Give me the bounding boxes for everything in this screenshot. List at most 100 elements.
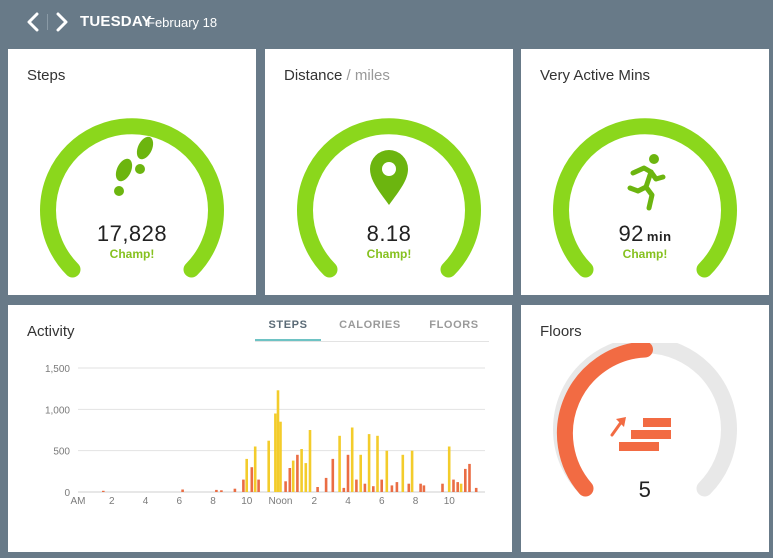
- x-tick-label: 8: [413, 496, 419, 507]
- previous-day-button[interactable]: [22, 10, 44, 34]
- activity-bar: [242, 479, 245, 492]
- activity-bar: [284, 481, 287, 492]
- activity-bar: [350, 427, 354, 492]
- activity-bar: [304, 463, 308, 492]
- next-day-button[interactable]: [51, 10, 73, 34]
- distance-status: Champ!: [366, 247, 412, 261]
- x-tick-label: 4: [143, 496, 149, 507]
- activity-bar: [419, 483, 422, 492]
- stairs-icon: [610, 417, 671, 451]
- y-tick-label: 500: [53, 447, 70, 458]
- activity-title: Activity: [27, 323, 75, 340]
- activity-bar: [288, 468, 292, 492]
- activity-bar: [346, 454, 350, 492]
- activity-bar: [250, 467, 254, 492]
- activity-bar: [407, 483, 411, 492]
- active-minutes-value: 92 min: [521, 221, 769, 247]
- activity-bar: [410, 450, 414, 492]
- activity-bar: [390, 485, 394, 492]
- activity-bar: [359, 454, 362, 492]
- x-tick-label: 2: [311, 496, 317, 507]
- active-minutes-card[interactable]: Very Active Mins 92 min Champ!: [521, 49, 769, 295]
- y-tick-label: 0: [64, 488, 70, 499]
- activity-bar: [355, 479, 358, 492]
- card-title: Floors: [540, 323, 582, 340]
- floors-value: 5: [638, 477, 652, 502]
- x-tick-label: 6: [176, 496, 182, 507]
- activity-bar: [102, 490, 105, 492]
- x-tick-label: Noon: [269, 496, 293, 507]
- day-of-week: TUESDAY: [80, 13, 152, 30]
- distance-value: 8.18: [366, 221, 412, 246]
- activity-bar: [338, 435, 341, 492]
- activity-bar: [257, 479, 260, 492]
- distance-card[interactable]: Distance / miles 8.18 Champ!: [265, 49, 513, 295]
- activity-bar: [296, 454, 299, 492]
- y-tick-label: 1,000: [45, 405, 70, 416]
- activity-bar: [459, 483, 463, 492]
- activity-bar: [279, 421, 282, 492]
- steps-card[interactable]: Steps 17,828 Champ!: [8, 49, 256, 295]
- activity-bar: [464, 468, 467, 492]
- x-tick-label: AM: [71, 496, 86, 507]
- activity-bar: [324, 477, 328, 492]
- activity-bar: [380, 479, 383, 492]
- tab-floors[interactable]: FLOORS: [429, 319, 479, 331]
- activity-bar: [220, 490, 223, 492]
- y-tick-label: 1,500: [45, 364, 70, 375]
- activity-bar: [456, 482, 459, 492]
- activity-bar: [401, 454, 405, 492]
- activity-bar: [274, 413, 277, 492]
- activity-bar: [363, 483, 367, 492]
- active-minutes-unit: min: [646, 229, 672, 244]
- card-title: Very Active Mins: [540, 67, 651, 84]
- activity-chart: 0 500 1,000 1,500 AM 2 4 6 8 10 Noon 2 4 6 8 10: [45, 364, 485, 507]
- activity-bar: [447, 446, 451, 492]
- steps-value: 17,828: [96, 221, 168, 246]
- activity-bar: [215, 489, 218, 492]
- activity-bar: [181, 489, 184, 492]
- activity-tabs: STEPS CALORIES FLOORS: [255, 319, 489, 341]
- activity-bar: [367, 434, 371, 492]
- activity-bar: [441, 483, 444, 492]
- activity-bar: [468, 463, 471, 492]
- card-title: Distance / miles: [284, 67, 390, 84]
- activity-bar: [474, 487, 478, 492]
- floors-gauge: [553, 343, 737, 497]
- x-tick-label: 8: [210, 496, 216, 507]
- activity-bar: [452, 479, 455, 492]
- activity-bar: [372, 486, 375, 492]
- date-nav-bar: TUESDAY February 18: [0, 0, 773, 44]
- tab-calories[interactable]: CALORIES: [339, 319, 401, 331]
- card-title: Steps: [27, 67, 66, 84]
- activity-bar: [316, 487, 319, 492]
- distance-unit: / miles: [346, 67, 390, 84]
- activity-card: 0 500 1,000 1,500 AM 2 4 6 8 10 Noon 2 4 6 8 10 Activit…: [8, 305, 512, 552]
- distance-title: Distance: [284, 67, 343, 84]
- tab-steps[interactable]: STEPS: [255, 319, 321, 341]
- x-tick-label: 2: [109, 496, 115, 507]
- activity-bar: [300, 449, 303, 492]
- activity-bar: [385, 450, 389, 492]
- activity-bar: [245, 458, 248, 492]
- x-tick-label: 4: [345, 496, 351, 507]
- chevron-left-icon: [27, 12, 39, 32]
- nav-divider: [47, 14, 48, 30]
- location-pin-icon: [370, 150, 408, 205]
- activity-bar: [253, 446, 257, 492]
- activity-bar: [395, 482, 399, 492]
- activity-bar: [342, 487, 346, 492]
- activity-bar: [267, 440, 270, 492]
- activity-bar: [276, 390, 280, 492]
- chevron-right-icon: [56, 12, 68, 32]
- floors-card[interactable]: Floors 5: [521, 305, 769, 552]
- steps-gauge: [40, 118, 224, 278]
- current-date: February 18: [147, 15, 218, 30]
- activity-bar: [308, 430, 312, 492]
- active-minutes-gauge: [553, 118, 737, 278]
- active-minutes-status: Champ!: [622, 247, 668, 261]
- steps-status: Champ!: [109, 247, 155, 261]
- activity-bar: [331, 458, 335, 492]
- tabs-underline: [255, 341, 489, 342]
- activity-bar: [291, 460, 295, 492]
